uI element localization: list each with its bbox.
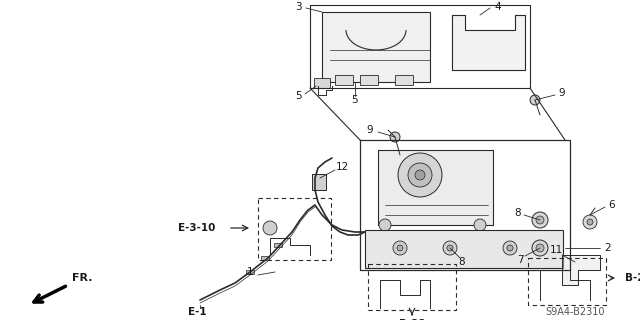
Text: 7: 7 [516, 255, 524, 265]
Text: 4: 4 [495, 2, 501, 12]
Bar [314, 78, 330, 88]
Circle shape [474, 219, 486, 231]
Bar [274, 243, 282, 247]
Bar [360, 75, 378, 85]
Bar [335, 75, 353, 85]
Bar [368, 264, 456, 310]
Text: 8: 8 [515, 208, 522, 218]
Text: 11: 11 [549, 245, 563, 255]
Polygon shape [452, 15, 525, 70]
Text: 12: 12 [335, 162, 349, 172]
Circle shape [507, 245, 513, 251]
Text: 2: 2 [605, 243, 611, 253]
Circle shape [443, 241, 457, 255]
Circle shape [583, 215, 597, 229]
Circle shape [390, 132, 400, 142]
Text: B-23: B-23 [625, 273, 640, 283]
Bar [528, 258, 606, 305]
Text: 9: 9 [367, 125, 373, 135]
Text: S9A4-B2310: S9A4-B2310 [545, 307, 605, 317]
Circle shape [532, 240, 548, 256]
Text: E-3-10: E-3-10 [178, 223, 215, 233]
Bar [365, 230, 563, 268]
Circle shape [415, 170, 425, 180]
Circle shape [393, 241, 407, 255]
Text: 8: 8 [459, 257, 465, 267]
Circle shape [398, 153, 442, 197]
Text: 5: 5 [352, 95, 358, 105]
Circle shape [263, 221, 277, 235]
Circle shape [530, 95, 540, 105]
Text: 1: 1 [246, 267, 253, 277]
Circle shape [532, 212, 548, 228]
Circle shape [536, 216, 544, 224]
Bar [261, 256, 269, 260]
Circle shape [536, 244, 544, 252]
Circle shape [503, 241, 517, 255]
Bar [246, 270, 254, 274]
Circle shape [379, 219, 391, 231]
Bar [312, 174, 326, 190]
Bar [395, 75, 413, 85]
Circle shape [587, 219, 593, 225]
Bar [258, 198, 331, 260]
Bar [378, 150, 493, 225]
Text: E-1: E-1 [188, 307, 206, 317]
Text: B-23: B-23 [399, 319, 426, 320]
Text: 3: 3 [294, 2, 301, 12]
Circle shape [408, 163, 432, 187]
Text: FR.: FR. [72, 273, 93, 283]
Bar [322, 12, 430, 82]
Text: 6: 6 [609, 200, 615, 210]
Polygon shape [562, 255, 600, 285]
Circle shape [447, 245, 453, 251]
Circle shape [397, 245, 403, 251]
Text: 9: 9 [559, 88, 565, 98]
Text: 5: 5 [294, 91, 301, 101]
